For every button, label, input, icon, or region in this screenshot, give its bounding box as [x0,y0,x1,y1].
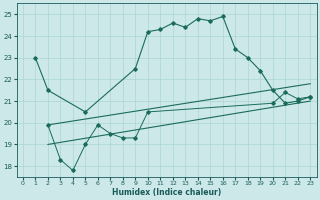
X-axis label: Humidex (Indice chaleur): Humidex (Indice chaleur) [112,188,221,197]
